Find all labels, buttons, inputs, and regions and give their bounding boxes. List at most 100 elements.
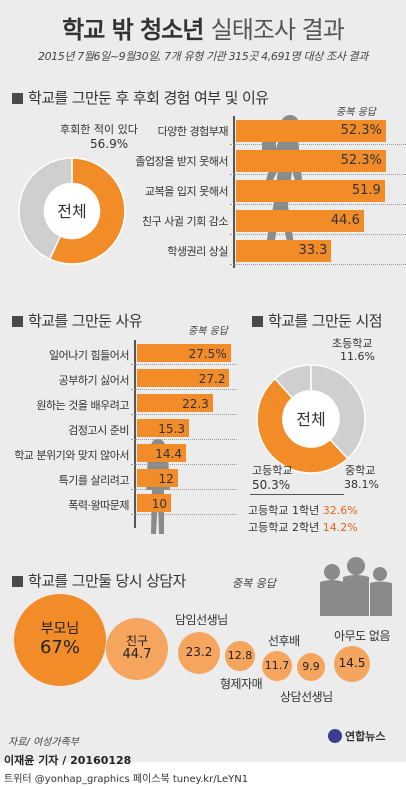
bar-category-label: 다양한 경험부재: [157, 125, 229, 138]
bar: [137, 344, 231, 362]
section-square-icon: [12, 576, 23, 587]
bar-leader-line: [230, 234, 406, 235]
high-grade2-row: 고등학교 2학년 14.2%: [248, 519, 358, 535]
section-title-reasons: 학교를 그만둔 사유: [12, 310, 143, 331]
bar: [236, 240, 332, 262]
timing-high-value: 50.3%: [252, 478, 291, 492]
bubble-seniors: 11.7: [262, 651, 292, 681]
bubble-homeroom-value: 23.2: [185, 645, 213, 660]
pie-slice: [18, 157, 73, 261]
bar-leader-line: [131, 389, 237, 390]
bar: [137, 469, 178, 487]
timing-divider: [250, 494, 344, 495]
bar-category-label: 학생권리 상실: [167, 245, 228, 258]
regret-bar-axis: [233, 116, 235, 268]
bar: [137, 419, 190, 437]
bar-value-label: 52.3%: [340, 123, 382, 138]
bar-value-label: 51.9: [351, 183, 381, 198]
bar-value-label: 15.3: [158, 422, 186, 436]
bar: [137, 369, 230, 387]
timing-pie: 전체: [256, 364, 366, 474]
high-grade1-row: 고등학교 1학년 32.6%: [248, 502, 358, 518]
bar: [137, 444, 186, 462]
section-title-counselor: 학교를 그만둘 당시 상담자: [12, 570, 186, 591]
bar-category-label: 원하는 것을 배우려고: [36, 399, 129, 412]
timing-high-label: 고등학교: [252, 464, 293, 477]
bar-value-label: 12: [158, 472, 174, 486]
bar-value-label: 22.3: [182, 397, 209, 411]
section-title-regret: 학교를 그만둔 후 후회 경험 여부 및 이유: [12, 87, 269, 108]
bubble-siblings-label: 형제자매: [220, 677, 263, 691]
bar-category-label: 특기를 살리려고: [58, 474, 130, 487]
bubble-siblings-value: 12.8: [227, 648, 253, 662]
bar-value-label: 10: [151, 497, 167, 511]
bar-value-label: 27.2: [198, 372, 226, 386]
bar-value-label: 33.3: [298, 243, 328, 258]
timing-elementary-value: 11.6%: [340, 350, 375, 363]
regret-note: 중복 응답: [336, 107, 376, 118]
bar-leader-line: [131, 514, 237, 515]
section-square-icon: [252, 316, 263, 327]
bar-leader-line: [131, 489, 237, 490]
reasons-bar-axis: [134, 340, 136, 528]
source-note: 자료/ 여성가족부: [8, 737, 79, 748]
bubble-parents: 부모님 67%: [14, 594, 106, 686]
bubble-counselor-label: 상담선생님: [280, 690, 333, 704]
bubble-seniors-value: 11.7: [264, 658, 290, 672]
bubble-homeroom: 23.2: [178, 632, 220, 674]
bar: [137, 494, 171, 512]
bar-value-label: 44.6: [330, 213, 360, 228]
bar: [236, 120, 386, 142]
bar-category-label: 폭력·왕따문제: [68, 499, 129, 512]
page-title: 학교 밖 청소년 실태조사 결과: [62, 16, 345, 44]
section-square-icon: [12, 316, 23, 327]
bubble-friends-label: 친구: [125, 634, 149, 649]
timing-middle-label: 중학교: [345, 464, 376, 477]
bar: [137, 394, 213, 412]
bar-category-label: 졸업장을 받지 못해서: [135, 155, 228, 168]
bubble-seniors-label: 선후배: [268, 634, 300, 648]
pie-center-label: 전체: [57, 202, 86, 221]
bar-leader-line: [230, 264, 406, 265]
bar: [236, 180, 385, 202]
regret-pie: 전체: [18, 157, 126, 265]
bar-category-label: 친구 사귈 기회 감소: [142, 215, 228, 228]
yonhap-logo-text: 연합뉴스: [345, 730, 386, 743]
regret-pie-value: 56.9%: [90, 137, 129, 151]
bubble-friends: 친구 44.7: [106, 618, 168, 680]
bubble-counselor-value: 9.9: [302, 659, 320, 673]
bar-leader-line: [230, 174, 406, 175]
timing-elementary-label: 초등학교: [332, 337, 373, 350]
bubble-nobody-label: 아무도 없음: [334, 629, 391, 643]
bar-category-label: 공부하기 싫어서: [58, 374, 130, 387]
group-silhouette-icon: [320, 557, 392, 616]
bar-leader-line: [131, 364, 237, 365]
bar-value-label: 27.5%: [188, 347, 227, 361]
byline: 이재윤 기자 / 20160128: [4, 754, 132, 767]
high-grade2-value: 14.2%: [322, 521, 358, 534]
bubble-homeroom-label: 담임선생님: [175, 613, 228, 627]
reasons-note: 중복 응답: [188, 326, 228, 337]
bubble-parents-label: 부모님: [40, 621, 80, 638]
high-grade2-label: 고등학교 2학년: [248, 521, 320, 534]
pie-center: [282, 390, 340, 448]
bar-leader-line: [131, 414, 237, 415]
yonhap-logo-icon: [328, 729, 342, 743]
counselor-note: 중복 응답: [232, 577, 276, 590]
section-title-timing: 학교를 그만둔 시점: [252, 310, 383, 331]
bar-category-label: 교복을 입지 못해서: [145, 185, 228, 198]
bubble-counselor: 9.9: [297, 653, 325, 681]
bar-leader-line: [131, 464, 237, 465]
high-grade1-label: 고등학교 1학년: [248, 504, 320, 517]
yonhap-logo: 연합뉴스: [328, 728, 385, 744]
bar: [236, 210, 364, 232]
pie-center-label: 전체: [296, 410, 325, 429]
bubble-parents-value: 67%: [39, 636, 80, 658]
timing-middle-value: 38.1%: [344, 478, 379, 491]
bar-leader-line: [230, 144, 406, 145]
bubble-nobody: 14.5: [334, 646, 370, 682]
pie-center: [44, 183, 100, 239]
bar-value-label: 52.3%: [340, 153, 382, 168]
regret-pie-label: 후회한 적이 있다: [60, 123, 138, 136]
bar-leader-line: [131, 439, 237, 440]
